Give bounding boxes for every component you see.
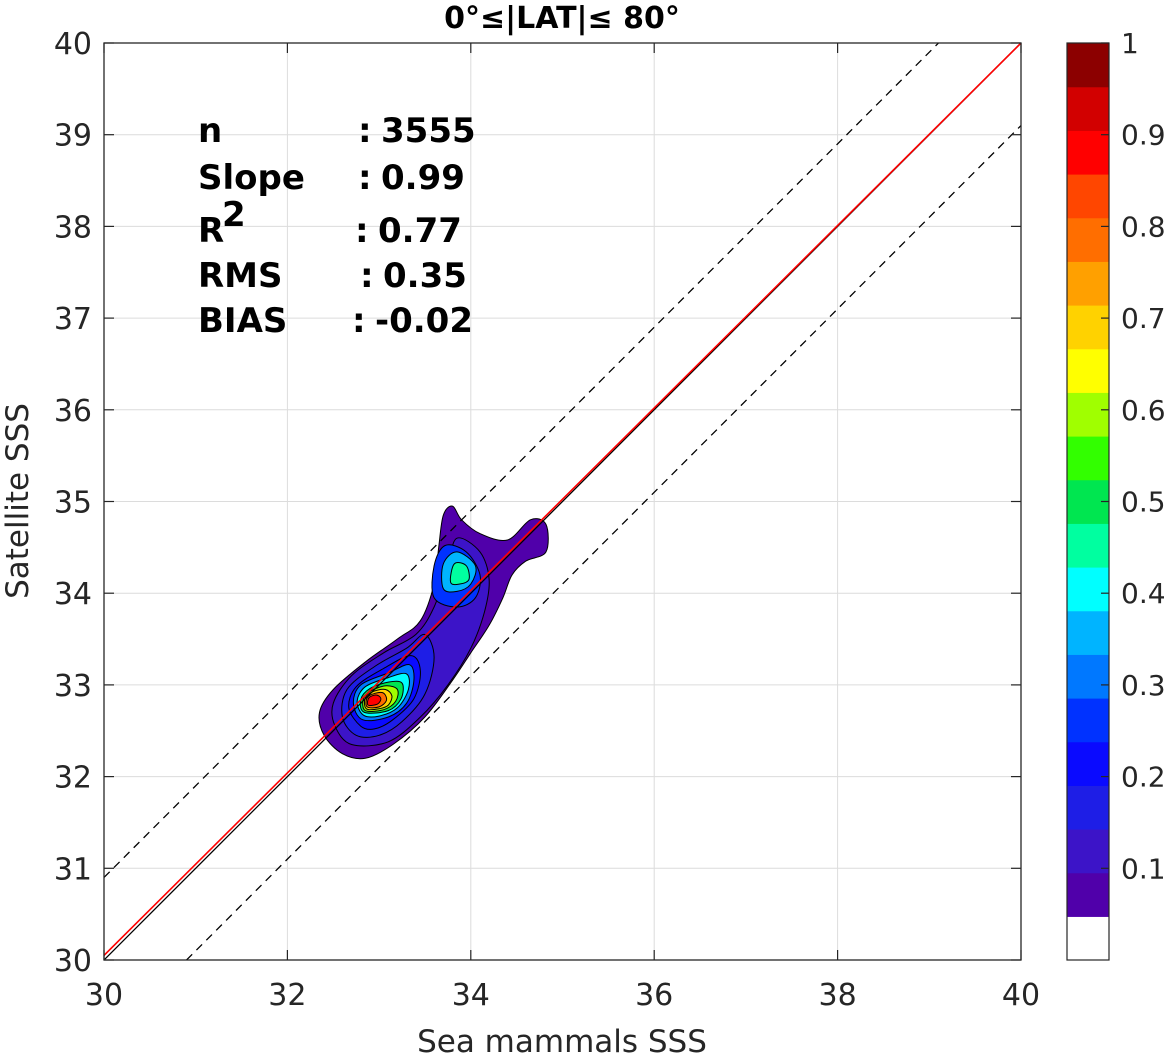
stat-label: BIAS (198, 301, 287, 341)
stat-label: RMS (198, 256, 283, 296)
stat-separator: : (358, 111, 372, 151)
colorbar-swatch (1067, 741, 1109, 786)
y-axis-label: Satellite SSS (0, 403, 36, 599)
colorbar-tick-label: 0.9 (1121, 119, 1166, 152)
colorbar-swatch (1067, 872, 1109, 917)
colorbar-swatch (1067, 916, 1109, 961)
y-tick-label: 40 (54, 27, 92, 62)
y-tick-label: 31 (54, 852, 92, 887)
stat-label: n (198, 111, 222, 151)
x-tick-label: 36 (635, 978, 673, 1013)
grid (103, 42, 1022, 961)
colorbar-tick-label: 0.8 (1121, 210, 1166, 243)
colorbar-swatch (1067, 392, 1109, 437)
axis-ticks: 30 32 34 36 38 40 30 31 32 33 34 35 36 37 38 39 40 (54, 27, 1040, 1013)
colorbar-swatch (1067, 217, 1109, 262)
colorbar-swatch (1067, 698, 1109, 743)
y-tick-label: 36 (54, 394, 92, 429)
y-tick-label: 33 (54, 669, 92, 704)
y-tick-label: 32 (54, 761, 92, 796)
colorbar-swatch (1067, 523, 1109, 568)
colorbar-tick-label: 1 (1121, 27, 1139, 60)
x-tick-label: 34 (452, 978, 490, 1013)
colorbar-swatch (1067, 174, 1109, 219)
y-tick-label: 30 (54, 944, 92, 979)
upper-offset-line (104, 43, 939, 878)
colorbar-tick-label: 0.6 (1121, 394, 1166, 427)
stat-value: 3555 (381, 111, 476, 151)
colorbar-swatch (1067, 829, 1109, 874)
x-tick-label: 40 (1002, 978, 1040, 1013)
y-tick-label: 37 (54, 302, 92, 337)
colorbar-tick-label: 0.1 (1121, 852, 1166, 885)
colorbar-swatch (1067, 86, 1109, 131)
stat-value: -0.02 (375, 301, 473, 341)
colorbar-tick-label: 0.7 (1121, 302, 1166, 335)
contour-fills (318, 505, 549, 760)
reference-lines (104, 43, 1021, 960)
colorbar-swatch (1067, 305, 1109, 350)
stat-value: 0.77 (378, 211, 462, 251)
stat-value: 0.99 (381, 158, 465, 198)
stat-label: Slope (198, 158, 305, 198)
x-tick-label: 38 (819, 978, 857, 1013)
x-tick-label: 30 (85, 978, 123, 1013)
regression-line (104, 43, 1021, 956)
colorbar-swatch (1067, 130, 1109, 175)
colorbar-tick-label: 0.5 (1121, 486, 1166, 519)
contour-level-13 (366, 694, 382, 707)
colorbar-swatch (1067, 261, 1109, 306)
chart-title: 0°≤|LAT|≤ 80° (444, 1, 680, 36)
colorbar-swatch (1067, 785, 1109, 830)
y-tick-label: 34 (54, 577, 92, 612)
x-axis-label: Sea mammals SSS (417, 1024, 707, 1055)
colorbar-swatch (1067, 567, 1109, 612)
colorbar-swatch (1067, 610, 1109, 655)
contour-level-6 (449, 562, 470, 586)
x-tick-label: 32 (268, 978, 306, 1013)
lower-offset-line (186, 125, 1021, 960)
stat-superscript: 2 (222, 195, 246, 235)
colorbar-swatch (1067, 654, 1109, 699)
stat-separator: : (352, 301, 366, 341)
colorbar: 0.1 0.2 0.3 0.4 0.5 0.6 0.7 0.8 0.9 1 (1066, 27, 1166, 961)
colorbar-swatch (1067, 348, 1109, 393)
stat-value: 0.35 (383, 256, 467, 296)
stat-label: R (198, 211, 224, 251)
stat-separator: : (358, 158, 372, 198)
y-tick-label: 39 (54, 119, 92, 154)
stat-separator: : (355, 211, 369, 251)
colorbar-tick-label: 0.4 (1121, 577, 1166, 610)
y-tick-label: 38 (54, 210, 92, 245)
colorbar-tick-label: 0.3 (1121, 669, 1166, 702)
stat-separator: : (360, 256, 374, 296)
colorbar-swatch (1067, 43, 1109, 88)
colorbar-tick-label: 0.2 (1121, 761, 1166, 794)
y-tick-label: 35 (54, 486, 92, 521)
colorbar-swatch (1067, 436, 1109, 481)
